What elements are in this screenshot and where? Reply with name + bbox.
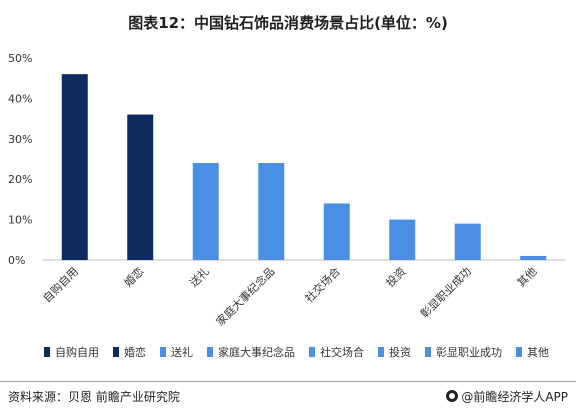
legend-label: 投资: [389, 346, 411, 359]
bar-5: [323, 203, 350, 260]
y-tick-label: 50%: [8, 52, 32, 65]
x-tick-label: 社交场合: [302, 264, 343, 305]
legend-item: 彰显职业成功: [425, 344, 502, 360]
brand-name: @前瞻经济学人APP: [461, 389, 568, 404]
legend-item: 家庭大事纪念品: [207, 344, 295, 360]
bar-6: [389, 219, 416, 260]
legend-swatch: [516, 347, 522, 357]
legend-label: 自购自用: [55, 346, 99, 359]
legend-label: 婚恋: [124, 346, 146, 359]
x-tick-label: 婚恋: [121, 264, 146, 289]
y-tick-label: 10%: [8, 214, 32, 227]
bar-1: [61, 74, 88, 260]
y-tick-label: 20%: [8, 173, 32, 186]
legend-item: 婚恋: [113, 344, 146, 360]
legend-label: 社交场合: [320, 346, 364, 359]
legend-swatch: [309, 347, 315, 357]
legend-swatch: [44, 347, 50, 357]
x-tick-label: 自购自用: [40, 264, 81, 305]
x-tick-label: 送礼: [186, 264, 211, 289]
bar-chart: 0% 10% 20% 30% 40% 50% 自购自用 婚恋 送礼 家庭大事纪念品 社交场合 投资 彰显…: [8, 52, 566, 329]
footer-divider: [0, 381, 576, 382]
brand: @前瞻经济学人APP: [446, 388, 568, 405]
x-tick-label: 彰显职业成功: [417, 264, 474, 321]
y-tick-label: 0%: [8, 254, 25, 267]
legend-label: 送礼: [171, 346, 193, 359]
y-tick-label: 30%: [8, 133, 32, 146]
brand-logo-icon: [446, 390, 459, 402]
bar-4: [258, 163, 285, 260]
legend-item: 投资: [378, 344, 411, 360]
legend-label: 家庭大事纪念品: [218, 346, 295, 359]
legend-item: 其他: [516, 344, 549, 360]
x-tick-label: 投资: [383, 264, 408, 289]
legend-swatch: [425, 347, 431, 357]
x-tick-label: 其他: [515, 265, 540, 290]
legend-label: 彰显职业成功: [436, 346, 502, 359]
legend-label: 其他: [527, 346, 549, 359]
bar-7: [454, 223, 481, 260]
chart-legend: 自购自用 婚恋 送礼 家庭大事纪念品 社交场合 投资 彰显职业成功 其他: [44, 343, 564, 361]
bar-2: [127, 114, 154, 260]
source-note: 资料来源：贝恩 前瞻产业研究院: [8, 389, 180, 404]
legend-item: 送礼: [160, 344, 193, 360]
footer: 资料来源：贝恩 前瞻产业研究院 @前瞻经济学人APP: [8, 386, 568, 406]
legend-swatch: [160, 347, 166, 357]
legend-item: 社交场合: [309, 344, 364, 360]
legend-swatch: [207, 347, 213, 357]
legend-item: 自购自用: [44, 344, 99, 360]
y-tick-label: 40%: [8, 92, 32, 105]
bar-3: [192, 163, 219, 260]
legend-swatch: [113, 347, 119, 357]
bar-8: [520, 255, 547, 260]
chart-title: 图表12：中国钻石饰品消费场景占比(单位：%): [128, 14, 448, 32]
legend-swatch: [378, 347, 384, 357]
x-tick-label: 家庭大事纪念品: [213, 264, 277, 328]
